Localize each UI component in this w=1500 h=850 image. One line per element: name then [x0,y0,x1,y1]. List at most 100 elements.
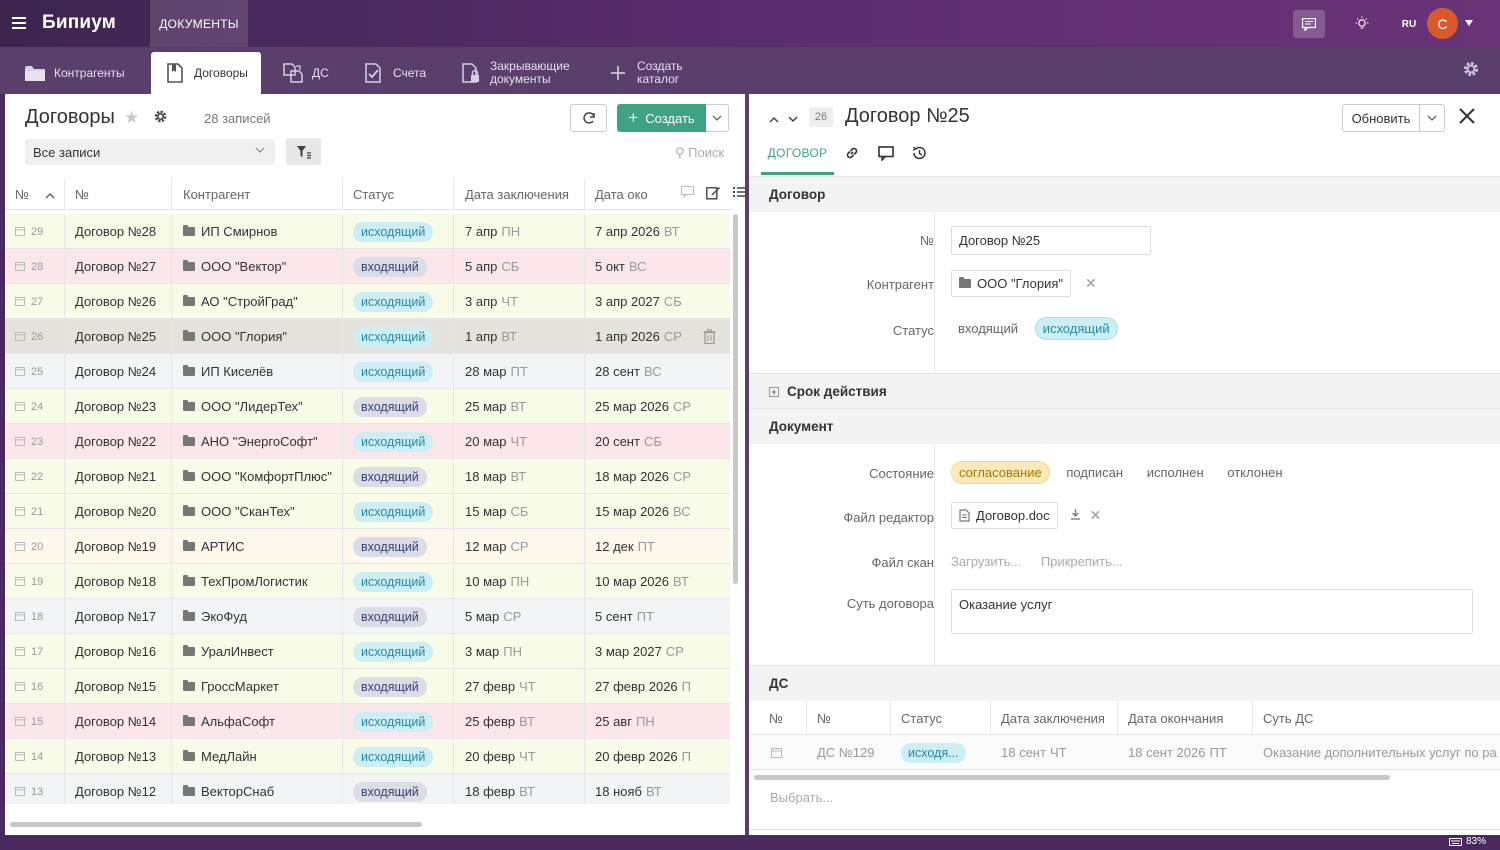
contract-number[interactable]: Договор №15 [75,679,157,694]
contract-number[interactable]: Договор №27 [75,259,157,274]
counterparty-cell[interactable]: ООО "СканТех" [172,494,342,529]
counterparty-cell[interactable]: ООО "Вектор" [172,249,342,284]
counterparty-cell[interactable]: АРТИС [172,529,342,564]
gear-icon[interactable] [153,109,168,127]
counterparty-cell[interactable]: ООО "Глория" [172,319,342,354]
table-row[interactable]: 26 Договор №25 ООО "Глория" исходящий 1 апр В… [5,319,730,354]
nav-item-counterparties[interactable]: Контрагенты [24,52,125,94]
contract-number[interactable]: Договор №22 [75,434,157,449]
nav-item-create-catalog[interactable]: Создать каталог [607,52,683,94]
table-row[interactable]: 21 Договор №20 ООО "СканТех" исходящий 15 ма… [5,494,730,529]
section-contract[interactable]: Договор [749,176,1500,212]
counterparty-cell[interactable]: ГроссМаркет [172,669,342,704]
contract-number[interactable]: Договор №12 [75,784,157,799]
contract-number[interactable]: Договор №28 [75,224,157,239]
link-icon[interactable] [844,145,860,164]
table-row[interactable]: 18 Договор №17 ЭкоФуд входящий 5 мар СР 5 сент… [5,599,730,634]
chevron-up-icon[interactable] [769,111,779,126]
status-option-out[interactable]: исходящий [1034,317,1118,340]
nav-item-ds[interactable]: ДС [282,52,329,94]
column-header-date-end[interactable]: Дата око [595,186,648,202]
nav-item-closing-docs[interactable]: Закрывающие документы [460,52,570,94]
table-row[interactable]: 22 Договор №21 ООО "КомфортПлюс" входящий 18… [5,459,730,494]
tab-contract[interactable]: ДОГОВОР [761,134,834,175]
avatar[interactable]: С [1427,8,1458,39]
status-option-in[interactable]: входящий [958,321,1019,336]
star-icon[interactable]: ★ [124,108,140,127]
nav-item-invoices[interactable]: Счета [363,52,426,94]
state-option-approval[interactable]: согласование [951,461,1050,484]
records-filter-select[interactable]: Все записи [25,139,275,165]
column-header-counterparty[interactable]: Контрагент [172,178,343,210]
contract-number[interactable]: Договор №20 [75,504,157,519]
app-logo[interactable]: Бипиум [42,12,117,33]
contract-number[interactable]: Договор №26 [75,294,157,309]
counterparty-cell[interactable]: АльфаСофт [172,704,342,739]
column-header-status[interactable]: Статус [343,178,454,210]
column-header-id[interactable]: № [5,178,65,210]
state-option-signed[interactable]: подписан [1066,465,1124,480]
essence-field[interactable]: Оказание услуг [951,589,1473,634]
state-option-rejected[interactable]: отклонен [1227,465,1283,480]
ds-column-date-start[interactable]: Дата заключения [991,701,1118,735]
horizontal-scrollbar[interactable] [754,775,1390,780]
create-button[interactable]: + Создать [617,104,706,132]
table-row[interactable]: 29 Договор №28 ИП Смирнов исходящий 7 апр ПН 7… [5,214,730,249]
table-row[interactable]: 28 Договор №27 ООО "Вектор" входящий 5 апр СБ… [5,249,730,284]
counterparty-cell[interactable]: ИП Смирнов [172,214,342,249]
refresh-button[interactable] [570,104,607,132]
number-field[interactable]: Договор №25 [951,226,1151,255]
counterparty-cell[interactable]: ЭкоФуд [172,599,342,634]
top-tab-documents[interactable]: ДОКУМЕНТЫ [150,0,248,47]
download-icon[interactable] [1070,508,1081,523]
section-document[interactable]: Документ [749,408,1500,444]
file-chip[interactable]: Договор.doc [951,502,1058,529]
horizontal-scrollbar[interactable] [10,822,422,827]
contract-number[interactable]: Договор №23 [75,399,157,414]
counterparty-cell[interactable]: УралИнвест [172,634,342,669]
counterparty-cell[interactable]: ООО "КомфортПлюс" [172,459,342,494]
vertical-scrollbar[interactable] [733,214,738,584]
attach-link[interactable]: Прикрепить... [1040,554,1123,569]
ds-column-date-end[interactable]: Дата окончания [1118,701,1253,735]
remove-file-icon[interactable]: ✕ [1089,507,1102,523]
contract-number[interactable]: Договор №18 [75,574,157,589]
update-button[interactable]: Обновить [1342,104,1420,132]
contract-number[interactable]: Договор №13 [75,749,157,764]
ds-column-id[interactable]: № [759,701,807,735]
nav-item-contracts[interactable]: Договоры [151,52,261,94]
ds-table-row[interactable]: ДС №129 исходя... 18 сент ЧТ 18 сент 2026… [749,735,1500,770]
table-row[interactable]: 13 Договор №12 ВекторСнаб входящий 18 февр ВТ… [5,774,730,804]
history-icon[interactable] [911,145,927,164]
table-row[interactable]: 17 Договор №16 УралИнвест исходящий 3 мар ПН 3… [5,634,730,669]
counterparty-cell[interactable]: ИП Киселёв [172,354,342,389]
bulb-icon[interactable] [1346,10,1378,38]
table-row[interactable]: 24 Договор №23 ООО "ЛидерТех" входящий 25 ма… [5,389,730,424]
search-input[interactable]: ⚲ Поиск [675,145,724,161]
chevron-down-icon[interactable] [788,111,798,126]
table-row[interactable]: 25 Договор №24 ИП Киселёв исходящий 28 мар ПТ… [5,354,730,389]
ds-column-number[interactable]: № [807,701,891,735]
trash-icon[interactable] [703,329,716,347]
clear-icon[interactable]: ✕ [1084,275,1097,291]
table-row[interactable]: 19 Договор №18 ТехПромЛогистик исходящий 10 … [5,564,730,599]
table-row[interactable]: 23 Договор №22 АНО "ЭнергоСофт" исходящий 20… [5,424,730,459]
chat-icon[interactable] [1293,10,1325,38]
zoom-indicator[interactable]: 83% [1448,836,1486,847]
comment-icon[interactable] [878,145,894,164]
create-dropdown-button[interactable] [706,104,729,132]
column-header-number[interactable]: № [65,178,172,210]
comment-icon[interactable] [681,186,694,203]
table-row[interactable]: 16 Договор №15 ГроссМаркет входящий 27 февр Ч… [5,669,730,704]
filter-button[interactable] [286,138,321,165]
table-row[interactable]: 20 Договор №19 АРТИС входящий 12 мар СР 12 дек… [5,529,730,564]
language-switch[interactable]: RU [1401,18,1417,30]
state-option-executed[interactable]: исполнен [1146,465,1204,480]
counterparty-cell[interactable]: АО "СтройГрад" [172,284,342,319]
contract-number[interactable]: Договор №14 [75,714,157,729]
contract-number[interactable]: Договор №19 [75,539,157,554]
update-dropdown-button[interactable] [1420,104,1445,132]
table-row[interactable]: 27 Договор №26 АО "СтройГрад" исходящий 3 ап… [5,284,730,319]
table-row[interactable]: 14 Договор №13 МедЛайн исходящий 20 февр ЧТ 20… [5,739,730,774]
counterparty-chip[interactable]: ООО "Глория" [951,270,1071,297]
